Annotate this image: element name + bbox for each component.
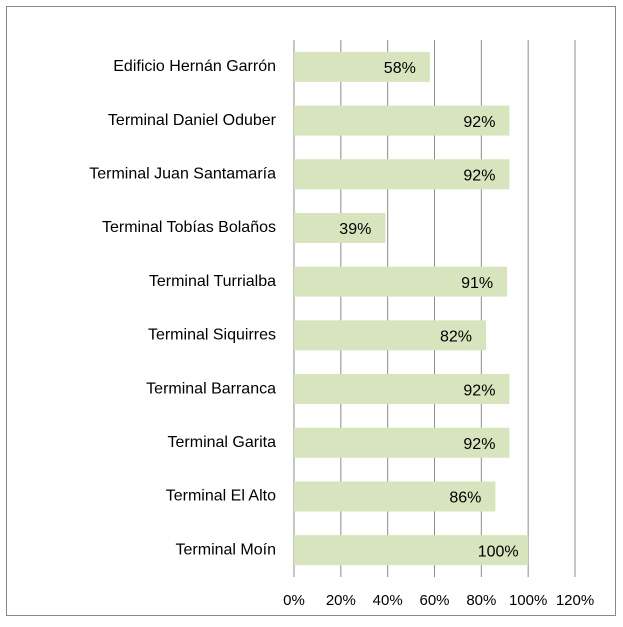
bar [294,481,496,512]
bar [294,535,529,566]
bar [294,266,508,297]
x-tick-label: 80% [466,592,496,609]
bar [294,374,510,405]
bar [294,427,510,458]
y-tick-label: Terminal Juan Santamaría [89,165,276,182]
data-label: 92% [463,167,495,184]
y-tick-label: Terminal Tobías Bolaños [102,219,276,236]
y-tick-label: Terminal Barranca [146,380,276,397]
bar [294,212,386,243]
y-tick-label: Terminal Siquirres [148,327,276,344]
x-tick-label: 60% [419,592,449,609]
x-tick-label: 40% [373,592,403,609]
x-tick-label: 120% [556,592,594,609]
data-label: 58% [384,60,416,77]
data-label: 92% [463,436,495,453]
data-label: 92% [463,382,495,399]
bar [294,159,510,190]
data-label: 39% [339,221,371,238]
x-tick-label: 20% [326,592,356,609]
y-tick-label: Terminal Moín [176,541,276,558]
data-label: 92% [463,114,495,131]
bar [294,105,510,136]
x-tick-label: 100% [509,592,547,609]
data-label: 100% [478,543,519,560]
data-label: 91% [461,275,493,292]
y-tick-label: Terminal Daniel Oduber [108,112,277,129]
bar [294,320,487,351]
y-tick-label: Terminal Turrialba [149,273,276,290]
data-label: 82% [440,329,472,346]
y-tick-label: Edificio Hernán Garrón [113,58,276,75]
bar [294,51,430,82]
data-label: 86% [449,490,481,507]
chart-border [6,6,616,616]
y-tick-label: Terminal Garita [168,434,277,451]
y-tick-label: Terminal El Alto [166,488,276,505]
x-tick-label: 0% [283,592,305,609]
